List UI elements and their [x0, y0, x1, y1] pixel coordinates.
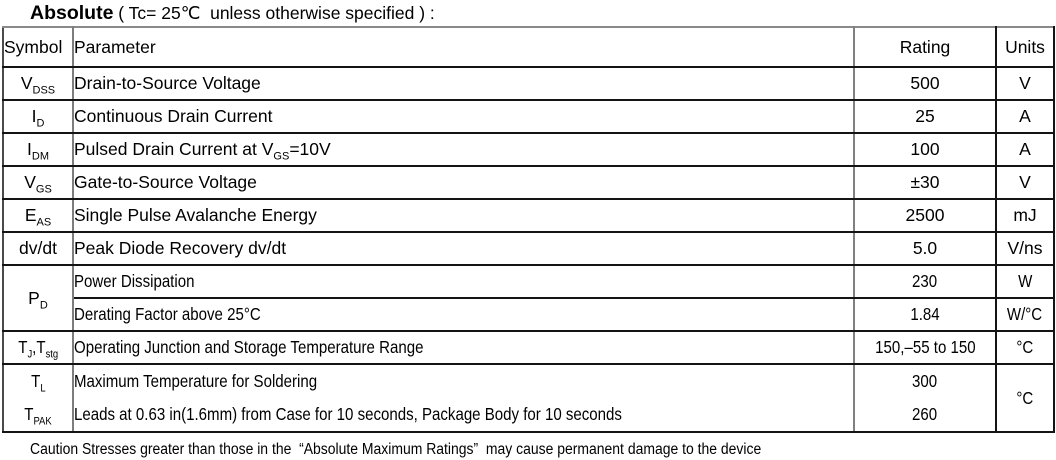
units-cell: W/°C — [996, 297, 1055, 332]
symbol-cell: TL TPAK — [2, 363, 74, 433]
table-row-id: ID Continuous Drain Current 25 A — [2, 99, 1055, 134]
symbol-cell: EAS — [2, 198, 74, 233]
col-header-rating: Rating — [854, 26, 997, 68]
rating-cell: 25 — [854, 99, 997, 134]
rating-cell: 150,–55 to 150 — [854, 330, 997, 365]
units-cell: V/ns — [996, 231, 1055, 266]
rating-cell: 100 — [854, 132, 997, 167]
title-bold: Absolute — [30, 2, 114, 24]
parameter-cell: Power Dissipation — [73, 264, 855, 299]
rating-cell: 1.84 — [854, 297, 997, 332]
parameter-cell: Peak Diode Recovery dv/dt — [73, 231, 855, 266]
rating-cell: ±30 — [854, 165, 997, 200]
table-row-idm: IDM Pulsed Drain Current at VGS=10V 100 … — [2, 132, 1055, 167]
units-cell: W — [996, 264, 1055, 299]
units-cell: A — [996, 99, 1055, 134]
page-title: Absolute ( Tc= 25℃ unless otherwise spec… — [30, 1, 1056, 26]
symbol-cell: PD — [2, 264, 74, 332]
table-row-vdss: VDSS Drain-to-Source Voltage 500 V — [2, 66, 1055, 101]
rating-cell: 5.0 — [854, 231, 997, 266]
parameter-cell: Derating Factor above 25°C — [73, 297, 855, 332]
rating-cell: 500 — [854, 66, 997, 101]
symbol-cell: IDM — [2, 132, 74, 167]
parameter-cell: Continuous Drain Current — [73, 99, 855, 134]
rating-cell: 230 — [854, 264, 997, 299]
col-header-parameter: Parameter — [73, 26, 855, 68]
parameter-cell: Maximum Temperature for Soldering Leads … — [73, 363, 855, 433]
table-row-tj-tstg: TJ,Tstg Operating Junction and Storage T… — [2, 330, 1055, 365]
rating-cell: 2500 — [854, 198, 997, 233]
header-row: Symbol Parameter Rating Units — [2, 26, 1055, 68]
table-row-soldering: TL TPAK Maximum Temperature for Solderin… — [2, 363, 1055, 433]
absolute-maximum-ratings-table: Symbol Parameter Rating Units VDSS Drain… — [2, 26, 1055, 433]
units-cell: °C — [996, 330, 1055, 365]
units-cell: mJ — [996, 198, 1055, 233]
table-row-pd-dissipation: PD Power Dissipation 230 W — [2, 264, 1055, 332]
symbol-cell: VDSS — [2, 66, 74, 101]
parameter-cell: Drain-to-Source Voltage — [73, 66, 855, 101]
symbol-cell: VGS — [2, 165, 74, 200]
symbol-cell: dv/dt — [2, 231, 74, 266]
table-row-eas: EAS Single Pulse Avalanche Energy 2500 m… — [2, 198, 1055, 233]
units-cell: V — [996, 165, 1055, 200]
parameter-cell: Gate-to-Source Voltage — [73, 165, 855, 200]
parameter-cell: Operating Junction and Storage Temperatu… — [73, 330, 855, 365]
symbol-cell: ID — [2, 99, 74, 134]
col-header-symbol: Symbol — [2, 26, 74, 68]
symbol-cell: TJ,Tstg — [2, 330, 74, 365]
units-cell: V — [996, 66, 1055, 101]
table-row-pd-derating: Derating Factor above 25°C 1.84 W/°C — [3, 297, 1055, 332]
table-row-dvdt: dv/dt Peak Diode Recovery dv/dt 5.0 V/ns — [2, 231, 1055, 266]
col-header-units: Units — [996, 26, 1055, 68]
units-cell: °C — [996, 363, 1055, 433]
parameter-cell: Single Pulse Avalanche Energy — [73, 198, 855, 233]
table-row-vgs: VGS Gate-to-Source Voltage ±30 V — [2, 165, 1055, 200]
title-condition: ( Tc= 25℃ unless otherwise specified ) : — [113, 3, 435, 23]
parameter-cell: Pulsed Drain Current at VGS=10V — [73, 132, 855, 167]
rating-cell: 300 260 — [854, 363, 997, 433]
caution-note: Caution Stresses greater than those in t… — [30, 441, 762, 458]
units-cell: A — [996, 132, 1055, 167]
